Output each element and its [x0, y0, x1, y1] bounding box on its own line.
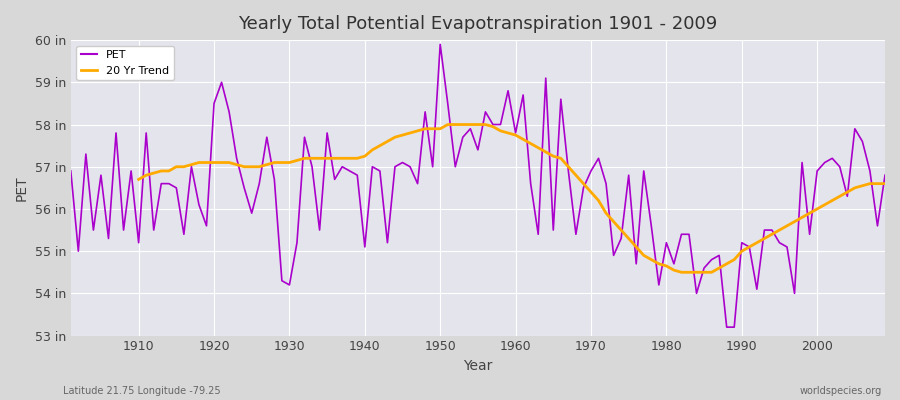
Title: Yearly Total Potential Evapotranspiration 1901 - 2009: Yearly Total Potential Evapotranspiratio…	[238, 15, 717, 33]
X-axis label: Year: Year	[464, 359, 492, 373]
Text: worldspecies.org: worldspecies.org	[800, 386, 882, 396]
Text: Latitude 21.75 Longitude -79.25: Latitude 21.75 Longitude -79.25	[63, 386, 220, 396]
Legend: PET, 20 Yr Trend: PET, 20 Yr Trend	[76, 46, 174, 80]
Y-axis label: PET: PET	[15, 175, 29, 201]
